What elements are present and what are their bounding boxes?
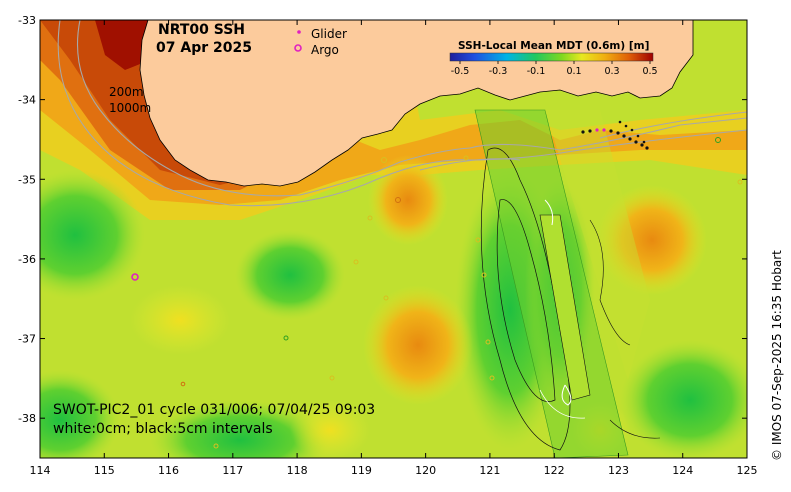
plot-frame — [39, 19, 748, 459]
lon-tick-label: 115 — [94, 464, 115, 477]
colorbar-tick-label: -0.3 — [489, 66, 508, 77]
glider-track — [581, 120, 649, 150]
argo-floats — [131, 137, 743, 449]
colorbar-tick-label: 0.1 — [566, 66, 581, 77]
isobaths — [57, 20, 747, 207]
lon-tick-label: 116 — [158, 464, 179, 477]
lon-tick-label: 118 — [287, 464, 308, 477]
lat-tick-label: -38 — [18, 412, 36, 425]
lon-tick-label: 123 — [608, 464, 629, 477]
colorbar-tick-label: -0.1 — [527, 66, 546, 77]
lat-tick-label: -33 — [18, 14, 36, 27]
lon-tick-label: 119 — [351, 464, 372, 477]
lon-tick-label: 121 — [479, 464, 500, 477]
isobath-label-1000: 1000m — [109, 101, 151, 115]
lon-tick-label: 117 — [222, 464, 243, 477]
glider-legend-label: Glider — [311, 27, 347, 41]
lon-tick-label: 124 — [672, 464, 693, 477]
swot-swath — [474, 109, 661, 458]
lat-tick-label: -36 — [18, 253, 36, 266]
map-date: 07 Apr 2025 — [156, 40, 252, 56]
colorbar-label: SSH-Local Mean MDT (0.6m) [m] — [458, 40, 649, 52]
lon-tick-label: 125 — [737, 464, 758, 477]
colorbar-tick-label: -0.5 — [451, 66, 470, 77]
lat-tick-label: -34 — [18, 94, 36, 107]
colorbar: SSH-Local Mean MDT (0.6m) [m] -0.5 -0.3 -0… — [449, 40, 658, 77]
ssh-field — [40, 20, 747, 458]
glider-legend-icon — [297, 30, 301, 34]
argo-legend-icon — [294, 44, 302, 52]
credit-text: © IMOS 07-Sep-2025 16:35 Hobart — [770, 250, 784, 461]
land-mass — [139, 20, 694, 187]
lon-tick-label: 120 — [415, 464, 436, 477]
latitude-axis: -33 -34 -35 -36 -37 -38 — [18, 14, 747, 425]
colorbar-ramp — [449, 52, 654, 62]
lat-tick-label: -35 — [18, 173, 36, 186]
colorbar-tick-label: 0.3 — [604, 66, 619, 77]
contour-caption: white:0cm; black:5cm intervals — [53, 421, 273, 437]
lon-tick-label: 114 — [30, 464, 51, 477]
argo-legend-label: Argo — [311, 43, 339, 57]
lat-tick-label: -37 — [18, 333, 36, 346]
isobath-label-200: 200m — [109, 85, 144, 99]
lon-tick-label: 122 — [544, 464, 565, 477]
longitude-axis: 114 115 116 117 118 119 120 121 122 123 124 125 — [30, 20, 758, 477]
map-title: NRT00 SSH — [158, 22, 245, 38]
colorbar-tick-label: 0.5 — [642, 66, 657, 77]
swath-caption: SWOT-PIC2_01 cycle 031/006; 07/04/25 09:… — [53, 402, 375, 418]
